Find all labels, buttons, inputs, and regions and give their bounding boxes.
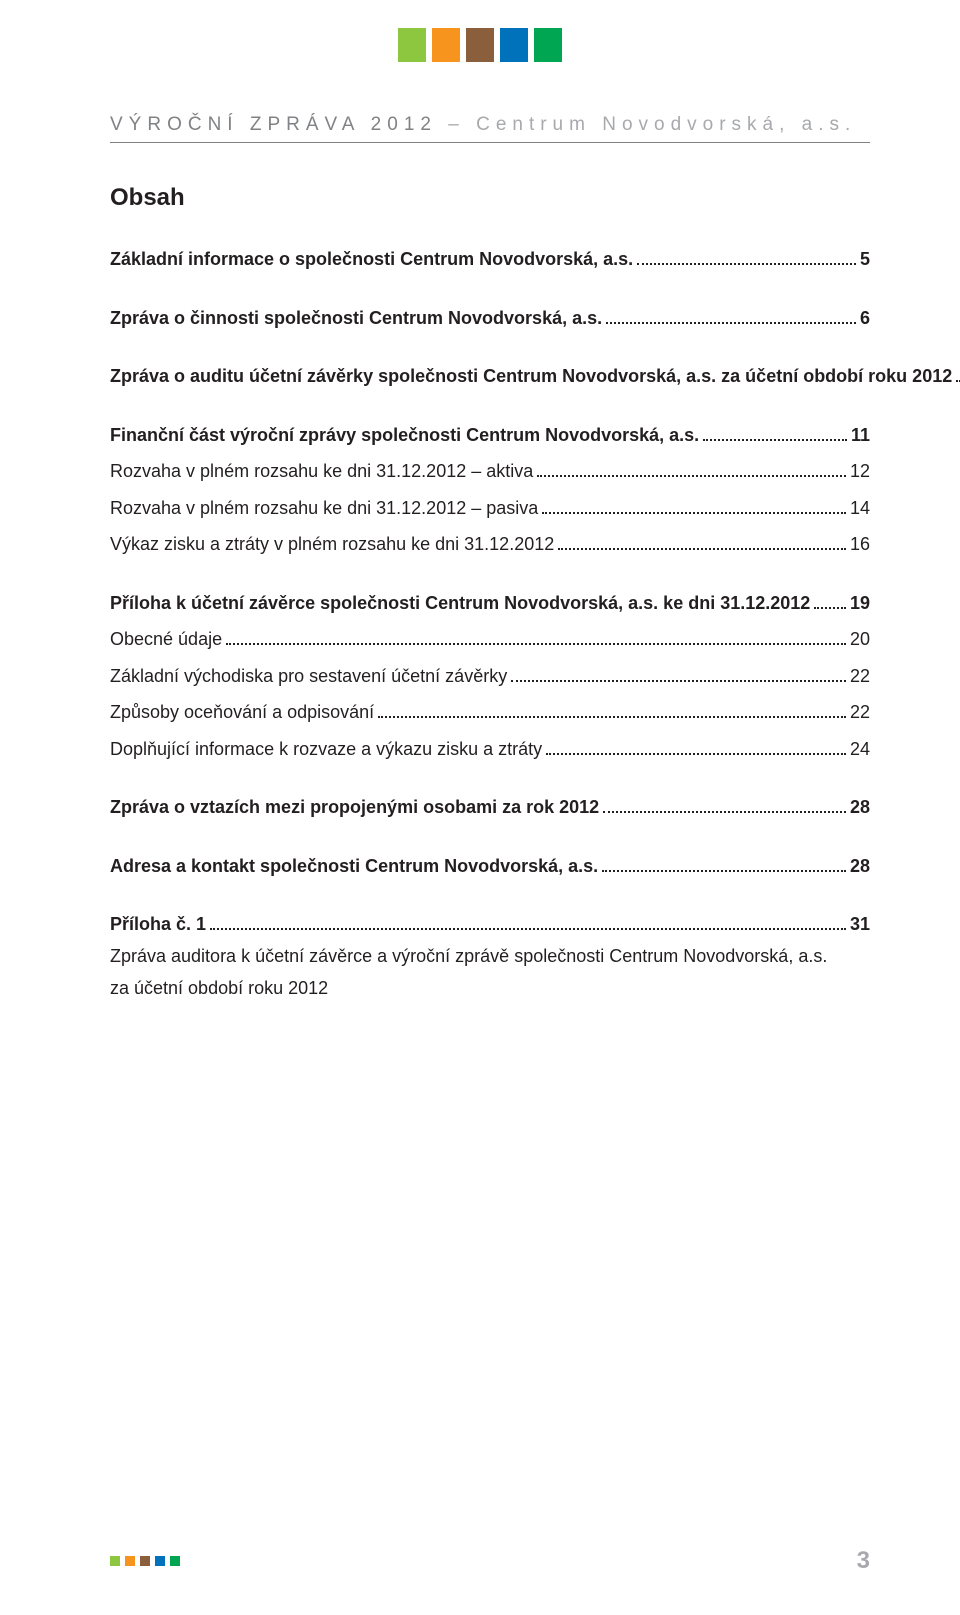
footer-color-squares bbox=[110, 1556, 180, 1566]
toc-entry-page: 22 bbox=[850, 701, 870, 724]
toc-list: Základní informace o společnosti Centrum… bbox=[110, 248, 870, 936]
toc-leader-dots bbox=[956, 369, 960, 382]
toc-leader-dots bbox=[226, 632, 846, 645]
toc-entry-label: Obecné údaje bbox=[110, 628, 222, 651]
toc-leader-dots bbox=[558, 537, 846, 550]
content-block: Obsah Základní informace o společnosti C… bbox=[110, 184, 870, 1000]
toc-leader-dots bbox=[603, 800, 846, 813]
toc-entry-page: 5 bbox=[860, 248, 870, 271]
square-green bbox=[398, 28, 426, 62]
toc-entry-label: Výkaz zisku a ztráty v plném rozsahu ke … bbox=[110, 533, 554, 556]
toc-entry-label: Zpráva o činnosti společnosti Centrum No… bbox=[110, 307, 602, 330]
toc-leader-dots bbox=[703, 428, 847, 441]
toc-entry-page: 12 bbox=[850, 460, 870, 483]
toc-entry: Zpráva o vztazích mezi propojenými osoba… bbox=[110, 796, 870, 819]
header-text: VÝROČNÍ ZPRÁVA 2012 – Centrum Novodvorsk… bbox=[110, 114, 870, 136]
toc-entry-label: Doplňující informace k rozvaze a výkazu … bbox=[110, 738, 542, 761]
square-brown bbox=[466, 28, 494, 62]
header-dash: – bbox=[448, 114, 476, 135]
toc-entry: Základní východiska pro sestavení účetní… bbox=[110, 665, 870, 688]
document-page: VÝROČNÍ ZPRÁVA 2012 – Centrum Novodvorsk… bbox=[0, 0, 960, 1615]
tail-lines: Zpráva auditora k účetní závěrce a výroč… bbox=[110, 944, 870, 1001]
toc-entry-page: 28 bbox=[850, 855, 870, 878]
toc-entry: Příloha k účetní závěrce společnosti Cen… bbox=[110, 592, 870, 615]
foot-square-green bbox=[110, 1556, 120, 1566]
foot-square-orange bbox=[125, 1556, 135, 1566]
toc-leader-dots bbox=[210, 917, 846, 930]
foot-square-blue bbox=[155, 1556, 165, 1566]
toc-leader-dots bbox=[378, 705, 846, 718]
toc-entry: Základní informace o společnosti Centrum… bbox=[110, 248, 870, 271]
toc-entry-label: Adresa a kontakt společnosti Centrum Nov… bbox=[110, 855, 598, 878]
header-left: VÝROČNÍ ZPRÁVA 2012 bbox=[110, 114, 437, 135]
toc-leader-dots bbox=[546, 742, 846, 755]
toc-entry-label: Příloha č. 1 bbox=[110, 913, 206, 936]
toc-entry: Doplňující informace k rozvaze a výkazu … bbox=[110, 738, 870, 761]
square-orange bbox=[432, 28, 460, 62]
toc-entry: Obecné údaje 20 bbox=[110, 628, 870, 651]
toc-entry-page: 16 bbox=[850, 533, 870, 556]
toc-entry-label: Rozvaha v plném rozsahu ke dni 31.12.201… bbox=[110, 460, 533, 483]
toc-entry-page: 6 bbox=[860, 307, 870, 330]
toc-entry-page: 31 bbox=[850, 913, 870, 936]
tail-line: Zpráva auditora k účetní závěrce a výroč… bbox=[110, 944, 870, 968]
page-title: Obsah bbox=[110, 184, 870, 212]
toc-entry-label: Zpráva o vztazích mezi propojenými osoba… bbox=[110, 796, 599, 819]
square-dgreen bbox=[534, 28, 562, 62]
toc-entry-label: Základní východiska pro sestavení účetní… bbox=[110, 665, 507, 688]
toc-leader-dots bbox=[814, 596, 846, 609]
toc-entry: Výkaz zisku a ztráty v plném rozsahu ke … bbox=[110, 533, 870, 556]
toc-entry-page: 24 bbox=[850, 738, 870, 761]
toc-entry-page: 28 bbox=[850, 796, 870, 819]
toc-entry-label: Základní informace o společnosti Centrum… bbox=[110, 248, 633, 271]
toc-entry: Adresa a kontakt společnosti Centrum Nov… bbox=[110, 855, 870, 878]
square-blue bbox=[500, 28, 528, 62]
toc-entry-label: Způsoby oceňování a odpisování bbox=[110, 701, 374, 724]
toc-entry-page: 22 bbox=[850, 665, 870, 688]
toc-leader-dots bbox=[606, 311, 856, 324]
header-right: Centrum Novodvorská, a.s. bbox=[476, 114, 856, 135]
toc-leader-dots bbox=[542, 501, 846, 514]
foot-square-brown bbox=[140, 1556, 150, 1566]
toc-leader-dots bbox=[602, 859, 846, 872]
header-block: VÝROČNÍ ZPRÁVA 2012 – Centrum Novodvorsk… bbox=[110, 114, 870, 143]
toc-leader-dots bbox=[511, 669, 846, 682]
toc-entry-page: 19 bbox=[850, 592, 870, 615]
toc-entry-label: Finanční část výroční zprávy společnosti… bbox=[110, 424, 699, 447]
footer: 3 bbox=[110, 1547, 870, 1575]
toc-entry: Rozvaha v plném rozsahu ke dni 31.12.201… bbox=[110, 497, 870, 520]
toc-entry: Způsoby oceňování a odpisování 22 bbox=[110, 701, 870, 724]
top-color-squares bbox=[398, 28, 562, 62]
toc-entry-label: Zpráva o auditu účetní závěrky společnos… bbox=[110, 365, 952, 388]
toc-entry: Rozvaha v plném rozsahu ke dni 31.12.201… bbox=[110, 460, 870, 483]
toc-entry-page: 11 bbox=[851, 424, 870, 447]
toc-entry-label: Příloha k účetní závěrce společnosti Cen… bbox=[110, 592, 810, 615]
toc-entry-label: Rozvaha v plném rozsahu ke dni 31.12.201… bbox=[110, 497, 538, 520]
toc-entry: Finanční část výroční zprávy společnosti… bbox=[110, 424, 870, 447]
toc-entry: Příloha č. 1 31 bbox=[110, 913, 870, 936]
foot-square-dgreen bbox=[170, 1556, 180, 1566]
toc-entry: Zpráva o auditu účetní závěrky společnos… bbox=[110, 365, 870, 388]
toc-entry-page: 14 bbox=[850, 497, 870, 520]
toc-entry: Zpráva o činnosti společnosti Centrum No… bbox=[110, 307, 870, 330]
page-number: 3 bbox=[857, 1547, 870, 1575]
toc-leader-dots bbox=[537, 464, 846, 477]
toc-entry-page: 20 bbox=[850, 628, 870, 651]
header-rule bbox=[110, 142, 870, 143]
tail-line: za účetní období roku 2012 bbox=[110, 976, 870, 1000]
toc-leader-dots bbox=[637, 252, 856, 265]
